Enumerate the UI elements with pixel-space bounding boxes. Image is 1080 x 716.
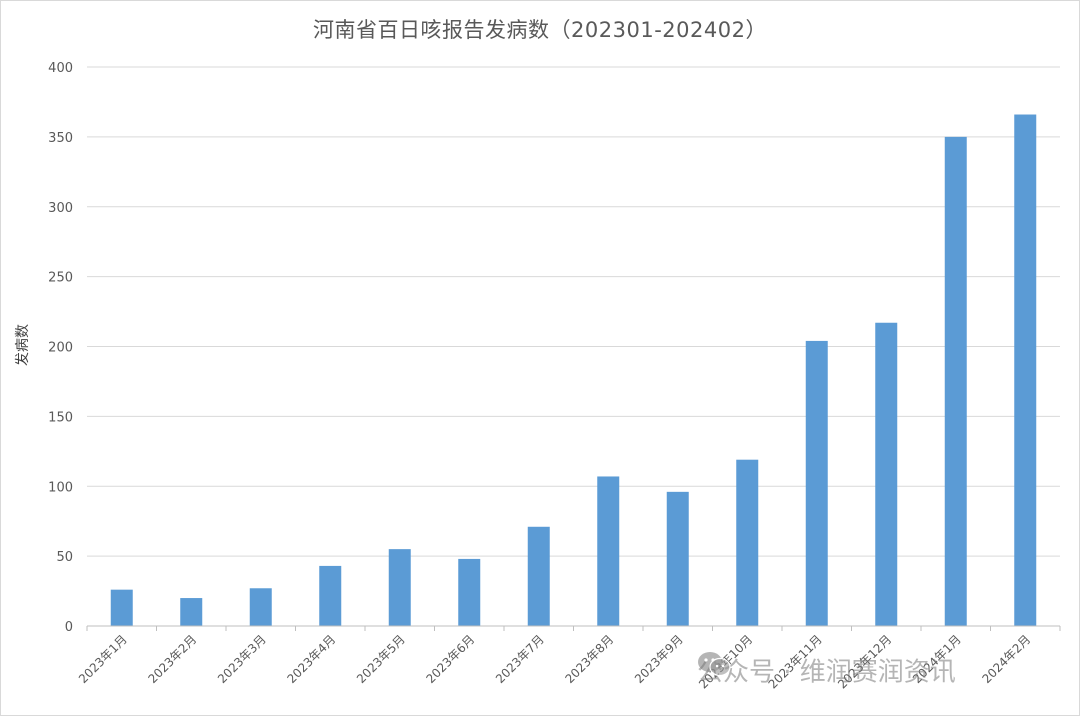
bar (249, 588, 272, 626)
y-tick-label: 300 (48, 201, 73, 216)
bar (319, 565, 342, 626)
y-tick-label: 50 (56, 550, 73, 565)
bar (875, 322, 898, 626)
bar (180, 598, 203, 626)
x-tick-label: 2023年8月 (562, 632, 616, 686)
x-tick-label: 2023年2月 (145, 632, 199, 686)
y-tick-label: 100 (48, 480, 73, 495)
watermark: 公众号 · 维润赛润资讯 (697, 650, 1057, 694)
y-tick-labels: 0 50 100 150 200 250 300 350 400 (48, 61, 73, 635)
bar (1014, 114, 1037, 626)
x-tick-label: 2023年1月 (76, 632, 130, 686)
y-tick-label: 150 (48, 410, 73, 425)
wechat-icon (698, 652, 731, 677)
x-tick-label: 2023年5月 (354, 632, 408, 686)
y-tick-label: 250 (48, 271, 73, 286)
watermark-text: 公众号 · 维润赛润资讯 (697, 657, 956, 688)
bar (944, 136, 967, 626)
bar (736, 459, 759, 626)
x-tick-label: 2023年7月 (493, 632, 547, 686)
bar (527, 526, 550, 626)
y-tick-label: 350 (48, 131, 73, 146)
gridlines (87, 66, 1060, 557)
bar (597, 476, 620, 626)
x-tick-label: 2023年4月 (284, 632, 338, 686)
x-tick-label: 2023年6月 (423, 632, 477, 686)
x-axis (86, 625, 1061, 631)
bar (110, 589, 133, 626)
x-tick-label: 2023年3月 (215, 632, 269, 686)
bars (110, 114, 1037, 626)
x-tick-label: 2023年9月 (632, 632, 686, 686)
chart-title: 河南省百日咳报告发病数（202301-202402） (313, 18, 767, 42)
bar (458, 558, 481, 626)
y-tick-label: 0 (65, 620, 73, 635)
y-tick-label: 200 (48, 341, 73, 356)
bar (666, 491, 689, 626)
bar (805, 340, 828, 626)
bar (388, 549, 411, 626)
y-tick-label: 400 (48, 61, 73, 76)
